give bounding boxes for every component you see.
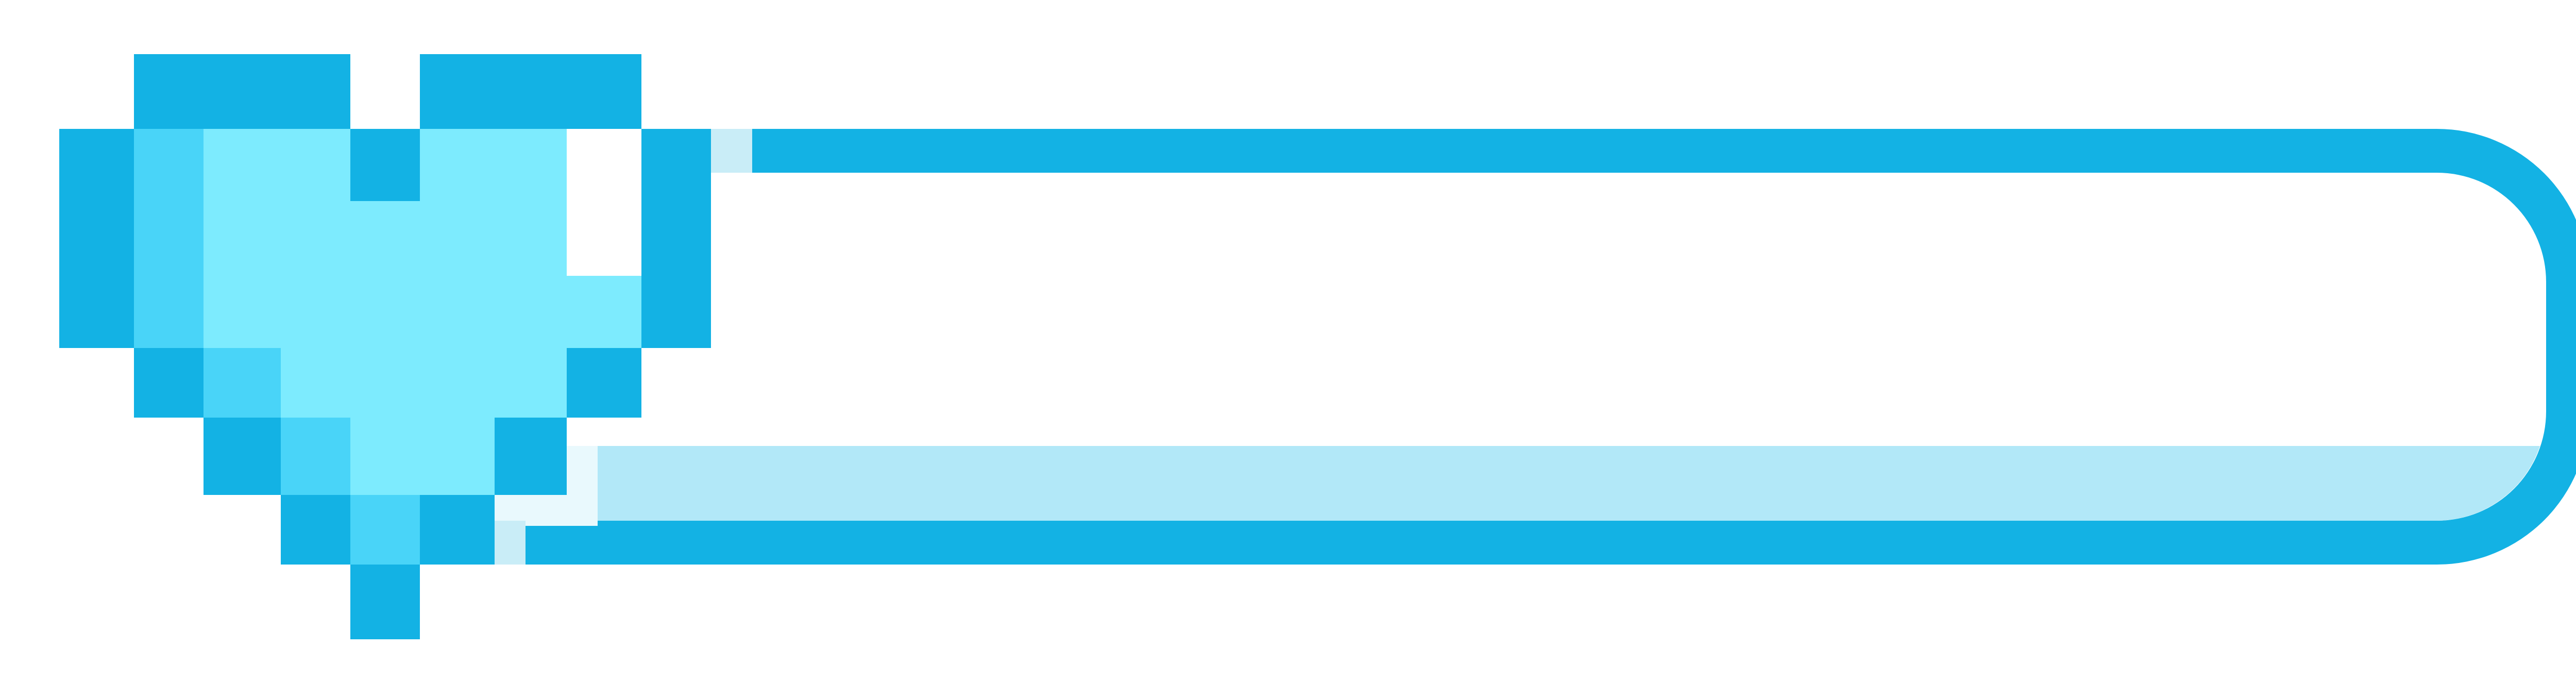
bar-tint-bottom [495,521,526,565]
bar-highlight [495,446,598,526]
pixel-heart-icon [59,54,711,639]
health-bar-track [495,129,2576,565]
health-bar-inner [515,173,2546,521]
bar-tint-top [711,129,752,173]
health-bar-shadow [598,446,2540,521]
